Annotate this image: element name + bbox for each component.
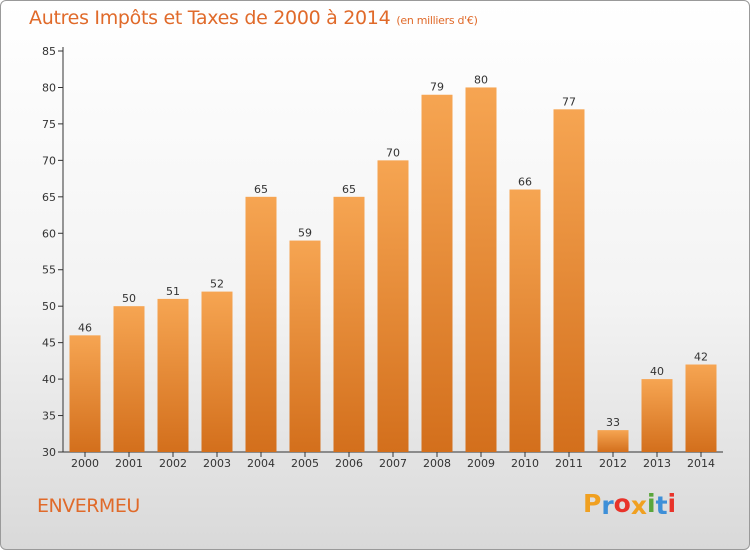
logo-letter: i xyxy=(667,489,677,518)
x-tick-label: 2005 xyxy=(291,457,319,470)
bar xyxy=(289,240,321,452)
x-tick-label: 2000 xyxy=(71,457,99,470)
y-tick-label: 55 xyxy=(42,264,56,277)
y-tick-label: 70 xyxy=(42,154,56,167)
y-tick-label: 30 xyxy=(42,446,56,459)
x-tick-label: 2002 xyxy=(159,457,187,470)
y-tick-label: 85 xyxy=(42,45,56,58)
x-tick-label: 2013 xyxy=(643,457,671,470)
proxiti-logo[interactable]: Proxiti xyxy=(583,489,677,520)
data-label: 65 xyxy=(254,183,268,196)
data-label: 80 xyxy=(474,73,488,86)
y-tick-label: 80 xyxy=(42,81,56,94)
logo-letter: i xyxy=(647,489,656,518)
data-label: 42 xyxy=(694,351,708,364)
chart-title: Autres Impôts et Taxes de 2000 à 2014 (en… xyxy=(29,7,478,29)
x-tick-label: 2003 xyxy=(203,457,231,470)
logo-letter: o xyxy=(613,489,631,518)
bar xyxy=(377,160,409,452)
bar xyxy=(69,335,101,452)
x-tick-label: 2001 xyxy=(115,457,143,470)
data-label: 52 xyxy=(210,278,224,291)
y-tick-label: 40 xyxy=(42,373,56,386)
bar xyxy=(157,298,189,452)
chart-unit: (en milliers d'€) xyxy=(396,14,478,27)
bar xyxy=(509,189,541,452)
x-tick-label: 2011 xyxy=(555,457,583,470)
data-label: 33 xyxy=(606,416,620,429)
bar xyxy=(245,196,277,452)
data-label: 79 xyxy=(430,81,444,94)
bar xyxy=(201,291,233,452)
y-tick-label: 45 xyxy=(42,337,56,350)
data-label: 66 xyxy=(518,176,532,189)
x-tick-label: 2004 xyxy=(247,457,275,470)
bar xyxy=(641,379,673,452)
bar xyxy=(421,94,453,452)
x-tick-label: 2009 xyxy=(467,457,495,470)
x-tick-label: 2008 xyxy=(423,457,451,470)
bar xyxy=(113,306,145,452)
data-label: 70 xyxy=(386,146,400,159)
data-label: 77 xyxy=(562,95,576,108)
data-label: 65 xyxy=(342,183,356,196)
data-label: 46 xyxy=(78,321,92,334)
bar xyxy=(333,196,365,452)
data-label: 51 xyxy=(166,285,180,298)
y-tick-label: 75 xyxy=(42,118,56,131)
commune-name: ENVERMEU xyxy=(37,495,140,517)
logo-letter: P xyxy=(583,489,602,518)
x-tick-label: 2014 xyxy=(687,457,715,470)
data-label: 59 xyxy=(298,227,312,240)
x-tick-label: 2010 xyxy=(511,457,539,470)
bar xyxy=(597,430,629,452)
x-tick-label: 2012 xyxy=(599,457,627,470)
chart-bars xyxy=(69,87,717,453)
data-label: 40 xyxy=(650,365,664,378)
y-tick-label: 50 xyxy=(42,300,56,313)
x-tick-label: 2006 xyxy=(335,457,363,470)
y-tick-label: 65 xyxy=(42,191,56,204)
y-tick-label: 60 xyxy=(42,227,56,240)
chart-title-text: Autres Impôts et Taxes de 2000 à 2014 xyxy=(29,7,391,29)
logo-letter: r xyxy=(601,491,614,520)
data-label: 50 xyxy=(122,292,136,305)
chart-data-labels: 46 50 51 52 65 59 65 70 79 80 66 77 33 40 42 xyxy=(78,73,708,429)
bar xyxy=(553,109,585,452)
x-tick-label: 2007 xyxy=(379,457,407,470)
logo-letter: x xyxy=(630,491,647,520)
y-tick-label: 35 xyxy=(42,410,56,423)
bar xyxy=(685,364,717,452)
bar xyxy=(465,87,497,453)
logo-letter: t xyxy=(655,491,668,520)
